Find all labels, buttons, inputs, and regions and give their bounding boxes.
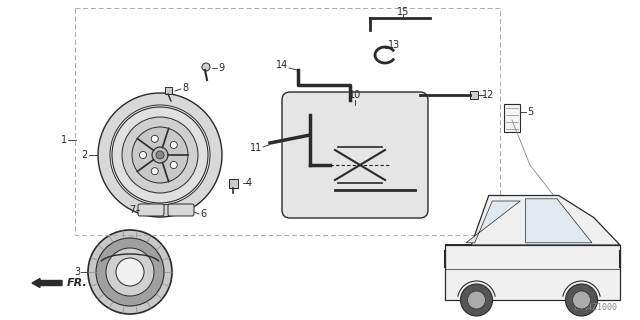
Text: 11: 11 <box>250 143 262 153</box>
Polygon shape <box>445 245 620 300</box>
FancyBboxPatch shape <box>165 87 172 94</box>
Circle shape <box>573 291 591 309</box>
Circle shape <box>122 117 198 193</box>
Circle shape <box>110 105 210 205</box>
Circle shape <box>98 93 222 217</box>
Circle shape <box>151 135 158 142</box>
Circle shape <box>116 258 144 286</box>
Polygon shape <box>466 201 520 243</box>
Text: 12: 12 <box>482 90 494 100</box>
Circle shape <box>152 147 168 163</box>
Text: 5: 5 <box>527 107 533 117</box>
Text: FR.: FR. <box>67 278 88 288</box>
Text: 9: 9 <box>218 63 224 73</box>
Circle shape <box>106 248 154 296</box>
Text: 3: 3 <box>74 267 80 277</box>
Circle shape <box>170 162 177 169</box>
Circle shape <box>151 168 158 175</box>
Text: 14: 14 <box>276 60 288 70</box>
Text: 1: 1 <box>61 135 67 145</box>
Circle shape <box>140 151 147 158</box>
Text: 10: 10 <box>349 90 361 100</box>
FancyBboxPatch shape <box>138 204 164 216</box>
Text: 7: 7 <box>129 205 135 215</box>
Circle shape <box>156 151 164 159</box>
FancyBboxPatch shape <box>229 179 238 188</box>
Circle shape <box>202 63 210 71</box>
Text: TXM4Z1000: TXM4Z1000 <box>573 303 618 312</box>
Circle shape <box>112 107 208 203</box>
Polygon shape <box>525 199 592 243</box>
Bar <box>470 91 478 99</box>
Text: 6: 6 <box>200 209 206 219</box>
Circle shape <box>132 127 188 183</box>
Text: 8: 8 <box>182 83 188 93</box>
Text: 4: 4 <box>246 178 252 188</box>
Circle shape <box>96 238 164 306</box>
Text: 13: 13 <box>388 40 400 50</box>
FancyBboxPatch shape <box>282 92 428 218</box>
Text: 2: 2 <box>82 150 88 160</box>
Circle shape <box>566 284 598 316</box>
Polygon shape <box>445 196 620 245</box>
Circle shape <box>461 284 493 316</box>
FancyArrow shape <box>32 278 62 287</box>
FancyBboxPatch shape <box>168 204 194 216</box>
Circle shape <box>467 291 486 309</box>
Bar <box>504 104 520 132</box>
Circle shape <box>88 230 172 314</box>
Text: 15: 15 <box>397 7 409 17</box>
Circle shape <box>170 141 177 148</box>
